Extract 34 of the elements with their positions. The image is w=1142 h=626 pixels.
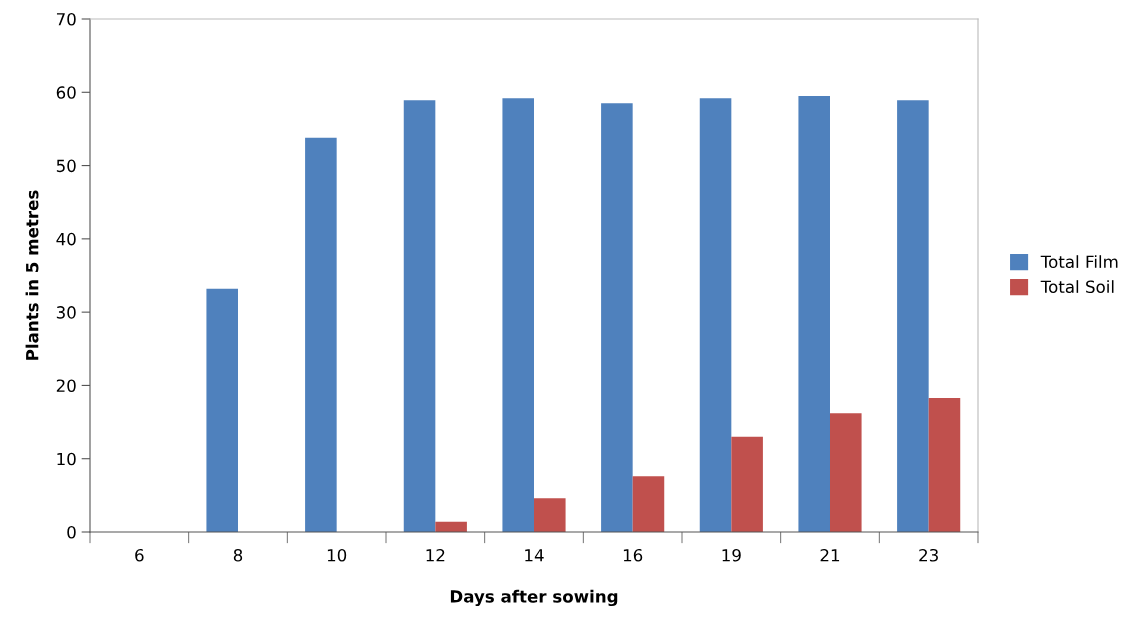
bar	[601, 103, 633, 532]
x-tick-label: 6	[135, 548, 144, 562]
y-axis-title: Plants in 5 metres	[25, 190, 39, 360]
y-tick-label: 70	[56, 12, 76, 26]
y-tick-label: 20	[56, 379, 76, 392]
bar	[731, 436, 763, 532]
x-tick-label: 19	[722, 548, 741, 562]
y-tick-label: 50	[56, 159, 76, 173]
x-tick-label: 23	[919, 548, 938, 562]
x-tick-label: 10	[327, 548, 347, 562]
bar	[699, 98, 732, 532]
x-axis-title: Days after sowing	[450, 589, 618, 607]
y-tick-label: 60	[56, 86, 76, 99]
bar	[897, 100, 929, 532]
bar	[534, 498, 566, 532]
x-tick-label: 21	[820, 548, 840, 562]
y-tick-label: 10	[57, 452, 76, 466]
bar	[502, 98, 534, 532]
bar	[403, 100, 436, 532]
bar	[798, 95, 830, 532]
x-tick-label: 8	[233, 548, 243, 562]
x-tick-label: 12	[426, 548, 445, 562]
bar	[305, 137, 337, 532]
legend-label: Total Soil	[1040, 280, 1114, 294]
bar	[632, 476, 665, 532]
y-tick-label: 30	[56, 306, 76, 319]
legend-label: Total Film	[1040, 255, 1118, 269]
x-tick-label: 16	[623, 548, 643, 562]
x-tick-label: 14	[525, 549, 544, 562]
y-tick-label: 40	[56, 232, 76, 246]
bar	[206, 288, 238, 532]
bar	[830, 413, 862, 532]
bar	[928, 397, 961, 532]
y-tick-label: 0	[67, 525, 76, 539]
